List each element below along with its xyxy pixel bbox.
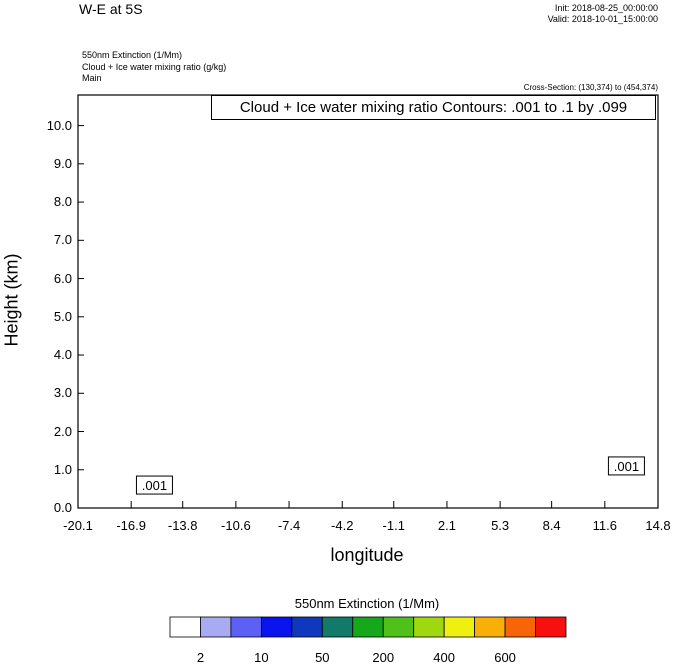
colorbar-cell — [474, 616, 506, 638]
valid-time: Valid: 2018-10-01_15:00:00 — [547, 14, 658, 24]
colorbar-cell — [413, 616, 445, 638]
colorbar-cell — [230, 616, 262, 638]
colorbar-label: 600 — [494, 650, 516, 665]
y-tick-label: 8.0 — [53, 194, 72, 210]
plot-background — [78, 95, 658, 508]
y-tick-label: 1.0 — [53, 461, 72, 477]
x-tick-label: -4.2 — [331, 518, 354, 533]
x-tick-label: -7.4 — [277, 518, 301, 533]
colorbar-cell — [382, 616, 415, 638]
chart-title: W-E at 5S — [79, 1, 143, 17]
y-tick-label: 6.0 — [53, 270, 72, 286]
x-tick-label: -13.8 — [167, 518, 198, 533]
contour-label: .001 — [142, 478, 167, 493]
x-tick-label: -20.1 — [63, 518, 93, 533]
x-tick-label: 2.1 — [437, 518, 456, 533]
colorbar-label: 400 — [433, 650, 455, 665]
colorbar-cell — [504, 616, 536, 638]
colorbar-cell — [535, 616, 567, 638]
colorbar-title: 550nm Extinction (1/Mm) — [294, 596, 440, 611]
contour-label-box — [135, 475, 173, 495]
colorbar-label: 2 — [196, 650, 205, 665]
x-tick-label: 5.3 — [491, 518, 510, 533]
y-tick-label: 2.0 — [53, 423, 72, 439]
field-label-extinction: 550nm Extinction (1/Mm) — [82, 50, 183, 60]
y-tick-label: 0.0 — [53, 500, 72, 515]
x-tick-label: 14.8 — [645, 518, 671, 533]
x-tick-label: -1.1 — [382, 518, 405, 533]
x-tick-label: -16.9 — [116, 518, 146, 533]
y-axis-label: Height (km) — [1, 253, 22, 347]
colorbar-cell — [352, 616, 384, 638]
y-tick-label: 3.0 — [53, 385, 72, 401]
y-tick-label: 7.0 — [53, 232, 72, 248]
colorbar-cell — [260, 616, 293, 638]
field-label-domain: Main — [82, 73, 102, 83]
x-axis-label: longitude — [330, 545, 404, 565]
init-time: Init: 2018-08-25_00:00:00 — [554, 3, 658, 13]
y-tick-label: 4.0 — [53, 347, 72, 363]
contour-label-box — [607, 456, 645, 476]
contour-label: .001 — [614, 459, 639, 474]
colorbar-cell — [169, 616, 201, 638]
y-tick-label: 5.0 — [53, 308, 72, 324]
colorbar-label: 200 — [372, 650, 395, 665]
contour-info-box: Cloud + Ice water mixing ratio Contours:… — [211, 95, 656, 120]
colorbar-label: 10 — [254, 650, 269, 665]
colorbar-cell — [443, 616, 476, 638]
x-tick-label: 8.4 — [542, 518, 561, 533]
colorbar-cell — [291, 616, 323, 638]
cross-section-label: Cross-Section: (130,374) to (454,374) — [523, 83, 658, 92]
x-tick-label: -10.6 — [221, 518, 251, 533]
colorbar-cell — [321, 616, 354, 638]
colorbar-cell — [200, 616, 232, 638]
colorbar-label: 50 — [315, 650, 330, 665]
y-tick-label: 9.0 — [53, 155, 72, 171]
x-tick-label: 11.6 — [592, 518, 617, 533]
field-label-mixing-ratio: Cloud + Ice water mixing ratio (g/kg) — [82, 62, 227, 72]
y-tick-label: 10.0 — [46, 117, 72, 133]
